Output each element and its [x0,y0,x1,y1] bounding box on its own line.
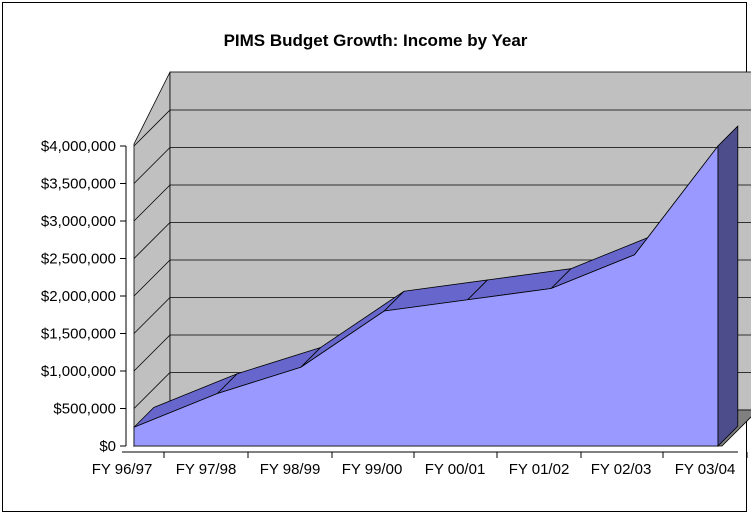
y-tick-label: $4,000,000 [41,138,116,155]
x-tick-label: FY 96/97 [92,461,153,478]
y-tick-label: $0 [99,438,116,455]
x-tick-label: FY 97/98 [176,461,237,478]
gridline [133,222,751,259]
y-tick-label: $1,000,000 [41,363,116,380]
gridline [133,184,751,222]
x-tick-label: FY 02/03 [591,461,652,478]
x-tick-label: FY 01/02 [509,461,570,478]
gridline [133,109,751,147]
x-tick-label: FY 99/00 [342,461,403,478]
y-tick-label: $1,500,000 [41,326,116,343]
y-tick-label: $500,000 [53,401,116,418]
x-tick-label: FY 03/04 [675,461,736,478]
y-tick-label: $3,000,000 [41,213,116,230]
chart-title: PIMS Budget Growth: Income by Year [223,31,528,50]
area-side-face [717,125,739,447]
x-tick-label: FY 00/01 [425,461,486,478]
y-tick-label: $2,500,000 [41,251,116,268]
gridline [133,147,751,184]
y-tick-label: $3,500,000 [41,176,116,193]
y-tick-label: $2,000,000 [41,288,116,305]
gridline [133,259,751,297]
x-tick-label: FY 98/99 [260,461,321,478]
